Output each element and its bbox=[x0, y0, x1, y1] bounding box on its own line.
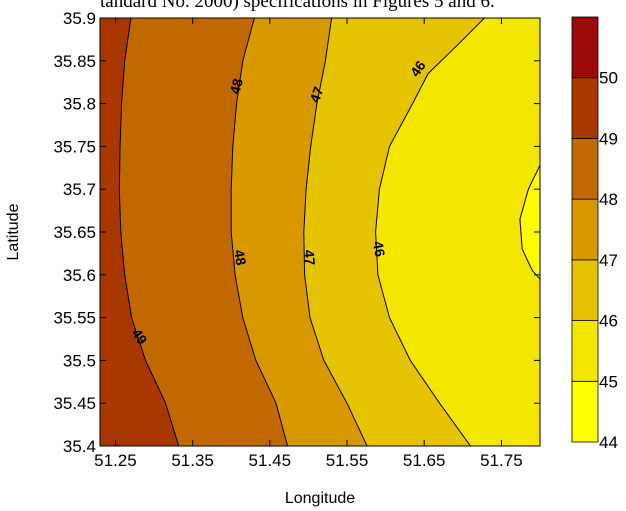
contour-line-47 bbox=[303, 18, 368, 446]
y-tick-label: 35.45 bbox=[53, 394, 96, 413]
colorbar-tick-label: 47 bbox=[599, 251, 618, 270]
x-tick-label: 51.55 bbox=[326, 451, 369, 470]
colorbar-segment-47-48 bbox=[571, 198, 599, 261]
contour-label: 48 bbox=[231, 248, 249, 266]
contour-line-layer bbox=[118, 18, 540, 446]
colorbar-tick-label: 49 bbox=[599, 129, 618, 148]
colorbar-segment-49-50 bbox=[571, 77, 599, 139]
x-tick-label: 51.35 bbox=[171, 451, 214, 470]
colorbar-tick-label: 46 bbox=[599, 312, 618, 331]
colorbar-tick-label: 44 bbox=[599, 433, 618, 452]
y-tick-label: 35.65 bbox=[53, 223, 96, 242]
colorbar-segment-50-51 bbox=[571, 16, 599, 79]
y-tick-label: 35.9 bbox=[63, 9, 96, 28]
contour-label: 47 bbox=[306, 84, 326, 104]
top-caption-fragment: tandard No. 2000) specifications in Figu… bbox=[100, 0, 495, 12]
x-tick-label: 51.75 bbox=[480, 451, 523, 470]
y-tick-label: 35.4 bbox=[63, 437, 96, 456]
colorbar-tick-label: 45 bbox=[599, 372, 618, 391]
x-tick-label: 51.45 bbox=[249, 451, 292, 470]
colorbar-segment-46-47 bbox=[571, 259, 599, 321]
contour-line-48 bbox=[230, 18, 289, 446]
y-tick-label: 35.7 bbox=[63, 180, 96, 199]
contour-label: 47 bbox=[301, 249, 318, 266]
y-tick-label: 35.5 bbox=[63, 351, 96, 370]
contour-line-45 bbox=[519, 164, 540, 280]
y-axis: 35.4 35.45 35.5 35.55 35.6 35.65 35.7 35.75 35.8… bbox=[53, 9, 540, 456]
contour-line-49 bbox=[118, 18, 180, 446]
y-axis-title: Latitude bbox=[5, 203, 22, 260]
band-44-45 bbox=[519, 165, 540, 280]
colorbar-tick-label: 50 bbox=[599, 69, 618, 88]
x-axis-title: Longitude bbox=[285, 490, 355, 507]
x-tick-label: 51.65 bbox=[403, 451, 446, 470]
y-tick-label: 35.55 bbox=[53, 309, 96, 328]
y-tick-label: 35.75 bbox=[53, 137, 96, 156]
colorbar-tick-label: 48 bbox=[599, 190, 618, 209]
colorbar-segment-48-49 bbox=[571, 138, 599, 200]
band-45-46 bbox=[375, 18, 540, 446]
contour-label: 46 bbox=[370, 240, 388, 258]
contour-line-46 bbox=[375, 18, 485, 446]
y-tick-label: 35.85 bbox=[53, 52, 96, 71]
colorbar: 44 45 46 47 48 49 50 bbox=[571, 16, 618, 452]
x-axis: 51.25 51.35 51.45 51.55 51.65 51.75 bbox=[94, 18, 523, 470]
contour-label: 48 bbox=[226, 76, 246, 95]
y-tick-label: 35.8 bbox=[63, 95, 96, 114]
colorbar-segment-44-45 bbox=[571, 380, 599, 443]
colorbar-segment-45-46 bbox=[571, 320, 599, 382]
contour-fill-layer bbox=[100, 18, 540, 446]
x-tick-label: 51.25 bbox=[94, 451, 137, 470]
y-tick-label: 35.6 bbox=[63, 266, 96, 285]
